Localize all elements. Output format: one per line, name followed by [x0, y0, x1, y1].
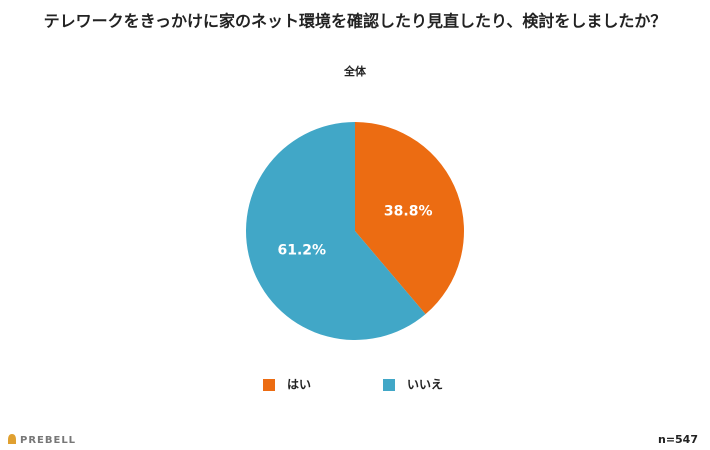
- legend-label: いいえ: [407, 378, 443, 392]
- legend-label: はい: [287, 378, 311, 392]
- brand-logo: PREBELL: [8, 434, 76, 446]
- value-label: 38.8%: [384, 203, 433, 219]
- sample-note: n=547: [658, 433, 698, 446]
- legend-swatch: [263, 379, 275, 391]
- pie-slice: [245, 122, 426, 340]
- legend-swatch: [383, 379, 395, 391]
- brand-icon: [8, 434, 16, 444]
- chart-subtitle: 全体: [343, 64, 367, 78]
- value-label: 61.2%: [278, 243, 327, 259]
- chart-title: テレワークをきっかけに家のネット環境を確認したり見直したり、検討をしましたか？: [44, 12, 667, 31]
- pie-slice: [355, 122, 464, 315]
- brand-name: PREBELL: [20, 435, 76, 446]
